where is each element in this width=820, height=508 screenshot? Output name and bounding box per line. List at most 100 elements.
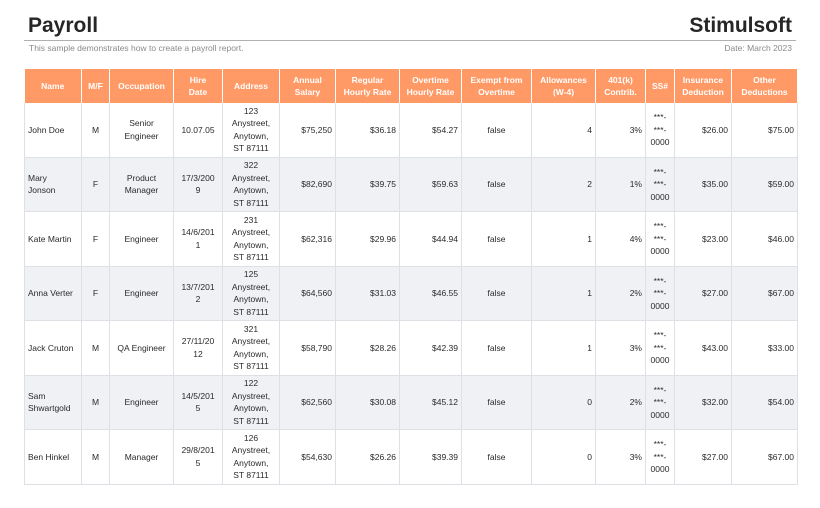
occupation-cell: Engineer: [109, 266, 174, 321]
table-row: Ben Hinkel M Manager 29/8/201 5 126 Anystreet,…: [24, 429, 798, 485]
hire-date-cell: 10.07.05: [173, 103, 223, 158]
insurance-cell: $26.00: [674, 103, 732, 158]
exempt-cell: false: [461, 266, 532, 321]
allowances-cell: 0: [531, 375, 596, 430]
table-row: Sam Shwartgold M Engineer 14/5/201 5 122 Anystr…: [24, 375, 798, 430]
other-deductions-cell: $67.00: [731, 266, 798, 321]
other-deductions-cell: $59.00: [731, 157, 798, 212]
contrib-401k-cell: 2%: [595, 375, 646, 430]
column-header-ssn: SS#: [645, 69, 675, 103]
regular-rate-cell: $26.26: [335, 429, 400, 485]
allowances-cell: 1: [531, 211, 596, 267]
column-header-allowances: Allowances (W-4): [531, 69, 596, 103]
column-header-address: Address: [222, 69, 280, 103]
insurance-cell: $32.00: [674, 375, 732, 430]
other-deductions-cell: $46.00: [731, 211, 798, 267]
ssn-cell: ***- ***- 0000: [645, 266, 675, 321]
allowances-cell: 2: [531, 157, 596, 212]
overtime-rate-cell: $42.39: [399, 320, 462, 376]
header-divider: [24, 40, 796, 41]
allowances-cell: 4: [531, 103, 596, 158]
exempt-cell: false: [461, 375, 532, 430]
regular-rate-cell: $39.75: [335, 157, 400, 212]
annual-salary-cell: $82,690: [279, 157, 336, 212]
ssn-cell: ***- ***- 0000: [645, 320, 675, 376]
page-title: Payroll: [28, 14, 99, 37]
occupation-cell: Product Manager: [109, 157, 174, 212]
table-row: John Doe M Senior Engineer 10.07.05 123 Anystr…: [24, 103, 798, 158]
name-cell: Anna Verter: [24, 266, 82, 321]
annual-salary-cell: $64,560: [279, 266, 336, 321]
name-cell: Kate Martin: [24, 211, 82, 267]
contrib-401k-cell: 4%: [595, 211, 646, 267]
sex-cell: M: [81, 103, 110, 158]
hire-date-cell: 17/3/200 9: [173, 157, 223, 212]
column-header-hire-date: Hire Date: [173, 69, 223, 103]
name-cell: John Doe: [24, 103, 82, 158]
name-cell: Mary Jonson: [24, 157, 82, 212]
column-header-annual-salary: Annual Salary: [279, 69, 336, 103]
other-deductions-cell: $67.00: [731, 429, 798, 485]
address-cell: 122 Anystreet, Anytown, ST 87111: [222, 375, 280, 430]
exempt-cell: false: [461, 157, 532, 212]
annual-salary-cell: $58,790: [279, 320, 336, 376]
other-deductions-cell: $33.00: [731, 320, 798, 376]
exempt-cell: false: [461, 211, 532, 267]
overtime-rate-cell: $54.27: [399, 103, 462, 158]
contrib-401k-cell: 1%: [595, 157, 646, 212]
contrib-401k-cell: 3%: [595, 320, 646, 376]
hire-date-cell: 29/8/201 5: [173, 429, 223, 485]
name-cell: Ben Hinkel: [24, 429, 82, 485]
table-row: Jack Cruton M QA Engineer 27/11/20 12 321 Anys…: [24, 320, 798, 376]
regular-rate-cell: $29.96: [335, 211, 400, 267]
column-header-insurance-deduction: Insurance Deduction: [674, 69, 732, 103]
other-deductions-cell: $75.00: [731, 103, 798, 158]
occupation-cell: Senior Engineer: [109, 103, 174, 158]
ssn-cell: ***- ***- 0000: [645, 375, 675, 430]
hire-date-cell: 14/6/201 1: [173, 211, 223, 267]
sex-cell: M: [81, 320, 110, 376]
sex-cell: F: [81, 266, 110, 321]
contrib-401k-cell: 2%: [595, 266, 646, 321]
hire-date-cell: 14/5/201 5: [173, 375, 223, 430]
contrib-401k-cell: 3%: [595, 103, 646, 158]
regular-rate-cell: $36.18: [335, 103, 400, 158]
annual-salary-cell: $75,250: [279, 103, 336, 158]
annual-salary-cell: $54,630: [279, 429, 336, 485]
table-row: Mary Jonson F Product Manager 17/3/200 9 322 Any…: [24, 157, 798, 212]
brand-name: Stimulsoft: [689, 14, 792, 37]
sex-cell: M: [81, 375, 110, 430]
sex-cell: F: [81, 157, 110, 212]
address-cell: 126 Anystreet, Anytown, ST 87111: [222, 429, 280, 485]
hire-date-cell: 13/7/201 2: [173, 266, 223, 321]
address-cell: 321 Anystreet, Anytown, ST 87111: [222, 320, 280, 376]
column-header-occupation: Occupation: [109, 69, 174, 103]
insurance-cell: $23.00: [674, 211, 732, 267]
payroll-table: Name M/F Occupation Hire Date Address Annual Sa…: [24, 69, 798, 485]
annual-salary-cell: $62,316: [279, 211, 336, 267]
report-date: Date: March 2023: [724, 43, 792, 53]
allowances-cell: 1: [531, 320, 596, 376]
name-cell: Jack Cruton: [24, 320, 82, 376]
occupation-cell: Engineer: [109, 211, 174, 267]
regular-rate-cell: $31.03: [335, 266, 400, 321]
annual-salary-cell: $62,560: [279, 375, 336, 430]
report-subtitle: This sample demonstrates how to create a…: [29, 43, 244, 53]
exempt-cell: false: [461, 429, 532, 485]
overtime-rate-cell: $46.55: [399, 266, 462, 321]
name-cell: Sam Shwartgold: [24, 375, 82, 430]
exempt-cell: false: [461, 103, 532, 158]
table-row: Kate Martin F Engineer 14/6/201 1 231 Anystree…: [24, 211, 798, 267]
ssn-cell: ***- ***- 0000: [645, 429, 675, 485]
insurance-cell: $43.00: [674, 320, 732, 376]
sex-cell: M: [81, 429, 110, 485]
column-header-overtime-hourly-rate: Overtime Hourly Rate: [399, 69, 462, 103]
occupation-cell: Engineer: [109, 375, 174, 430]
column-header-other-deductions: Other Deductions: [731, 69, 798, 103]
column-header-exempt-from-overtime: Exempt from Overtime: [461, 69, 532, 103]
exempt-cell: false: [461, 320, 532, 376]
address-cell: 123 Anystreet, Anytown, ST 87111: [222, 103, 280, 158]
contrib-401k-cell: 3%: [595, 429, 646, 485]
overtime-rate-cell: $44.94: [399, 211, 462, 267]
table-header-row: Name M/F Occupation Hire Date Address Annual Sa…: [24, 69, 798, 103]
